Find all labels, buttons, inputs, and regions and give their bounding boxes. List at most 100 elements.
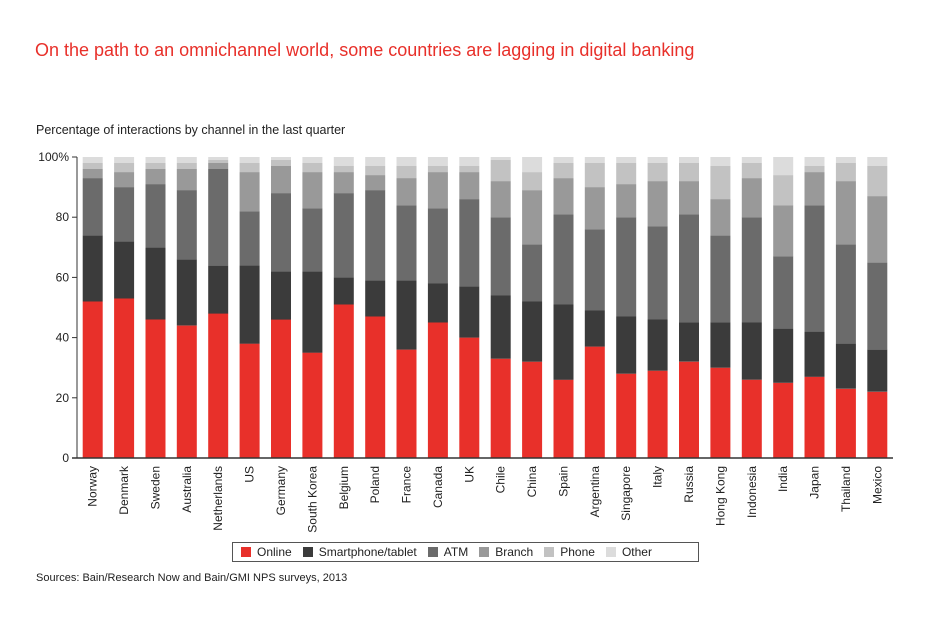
- bar-segment-online: [867, 391, 888, 458]
- bar-segment-atm: [271, 193, 291, 272]
- bar-segment-smartphone-tablet: [490, 295, 511, 359]
- bar-segment-online: [741, 379, 762, 458]
- bar-segment-online: [427, 322, 448, 458]
- bar-segment-other: [773, 157, 794, 176]
- bar-segment-other: [82, 157, 103, 163]
- x-tick-label: South Korea: [305, 466, 319, 533]
- bar-segment-atm: [490, 217, 511, 296]
- bar-segment-smartphone-tablet: [584, 310, 605, 347]
- x-tick-label: Singapore: [619, 466, 633, 521]
- bar-segment-branch: [741, 178, 762, 218]
- bar-segment-smartphone-tablet: [867, 349, 888, 392]
- bar-segment-online: [271, 319, 291, 458]
- bar-segment-branch: [427, 172, 448, 209]
- x-tick-label: Australia: [180, 466, 194, 513]
- chart-title: On the path to an omnichannel world, som…: [35, 40, 695, 60]
- bar-segment-online: [396, 349, 417, 458]
- x-tick-label: Argentina: [588, 466, 602, 518]
- bar-segment-atm: [710, 235, 731, 323]
- x-tick-label: Mexico: [870, 466, 884, 504]
- bar-segment-other: [741, 157, 762, 163]
- y-tick-label: 60: [56, 270, 70, 284]
- x-tick-label: Indonesia: [745, 466, 759, 518]
- bar-segment-online: [114, 298, 135, 458]
- bar-segment-atm: [553, 214, 574, 305]
- bar-segment-smartphone-tablet: [804, 331, 825, 377]
- bar-segment-atm: [365, 190, 386, 281]
- bar-segment-other: [208, 157, 229, 160]
- bar-segment-atm: [82, 178, 103, 236]
- y-tick-label: 0: [62, 451, 69, 465]
- x-tick-label: UK: [462, 466, 476, 483]
- bar-segment-other: [804, 157, 825, 166]
- bar-segment-other: [647, 157, 668, 163]
- bar-segment-atm: [647, 226, 668, 320]
- legend-swatch: [241, 547, 251, 557]
- bar-segment-atm: [145, 184, 166, 248]
- bar-segment-smartphone-tablet: [835, 343, 856, 389]
- bar-segment-branch: [333, 172, 354, 194]
- bar-segment-other: [616, 157, 637, 163]
- source-note: Sources: Bain/Research Now and Bain/GMI …: [36, 572, 348, 584]
- legend-swatch: [427, 547, 438, 557]
- bar-segment-branch: [490, 181, 511, 218]
- bar-segment-smartphone-tablet: [616, 316, 637, 374]
- bar-segment-smartphone-tablet: [82, 235, 103, 302]
- bar-segment-online: [773, 382, 794, 459]
- bar-segment-phone: [271, 160, 291, 166]
- bar-segment-branch: [239, 172, 260, 212]
- legend-label: Phone: [560, 545, 595, 559]
- x-tick-label: Sweden: [149, 466, 163, 509]
- bar-segment-online: [804, 376, 825, 458]
- x-tick-label: China: [525, 466, 539, 498]
- bar-segment-online: [176, 325, 197, 458]
- bar-segment-branch: [804, 172, 825, 206]
- bar-segment-smartphone-tablet: [710, 322, 731, 368]
- x-tick-label: Russia: [682, 466, 696, 503]
- legend-item: Other: [605, 545, 652, 559]
- bar-segment-phone: [647, 163, 668, 182]
- legend-label: Online: [257, 545, 292, 559]
- bar-segment-other: [522, 157, 543, 173]
- bar-segment-online: [82, 301, 103, 458]
- bar-segment-phone: [835, 163, 856, 182]
- legend-swatch: [479, 547, 490, 557]
- legend: Online Smartphone/tablet ATM Branch Phone Oth…: [232, 542, 699, 562]
- bar-segment-branch: [459, 172, 480, 200]
- bar-segment-online: [553, 379, 574, 458]
- legend-item: Branch: [479, 545, 533, 559]
- bar-segment-phone: [114, 163, 135, 172]
- bar-segment-other: [679, 157, 699, 163]
- bar-segment-atm: [804, 205, 825, 332]
- bar-segment-atm: [773, 256, 794, 329]
- bar-segment-phone: [302, 163, 323, 172]
- x-tick-label: Thailand: [839, 466, 853, 512]
- bar-segment-other: [333, 157, 354, 166]
- bar-segment-online: [490, 358, 511, 458]
- bar-segment-phone: [176, 163, 197, 169]
- bar-segment-smartphone-tablet: [333, 277, 354, 305]
- bar-segment-phone: [804, 166, 825, 172]
- bar-segment-atm: [679, 214, 699, 323]
- x-tick-label: Germany: [274, 466, 288, 515]
- x-tick-label: France: [400, 466, 414, 504]
- bar-segment-smartphone-tablet: [302, 271, 323, 353]
- bar-segment-branch: [82, 169, 103, 178]
- bar-segment-online: [647, 370, 668, 458]
- legend-swatch: [605, 547, 616, 557]
- bar-segment-phone: [522, 172, 543, 191]
- bar-segment-phone: [553, 163, 574, 179]
- x-tick-label: Italy: [651, 466, 665, 488]
- bar-segment-atm: [459, 199, 480, 287]
- bar-segment-atm: [302, 208, 323, 272]
- bar-segment-atm: [208, 169, 229, 266]
- bar-segment-smartphone-tablet: [427, 283, 448, 323]
- legend-swatch: [302, 547, 313, 557]
- x-tick-label: India: [776, 466, 790, 492]
- bar-segment-other: [584, 157, 605, 163]
- bar-segment-online: [616, 373, 637, 458]
- bar-segment-branch: [365, 175, 386, 191]
- bar-segment-phone: [82, 163, 103, 169]
- bar-segment-other: [710, 157, 731, 166]
